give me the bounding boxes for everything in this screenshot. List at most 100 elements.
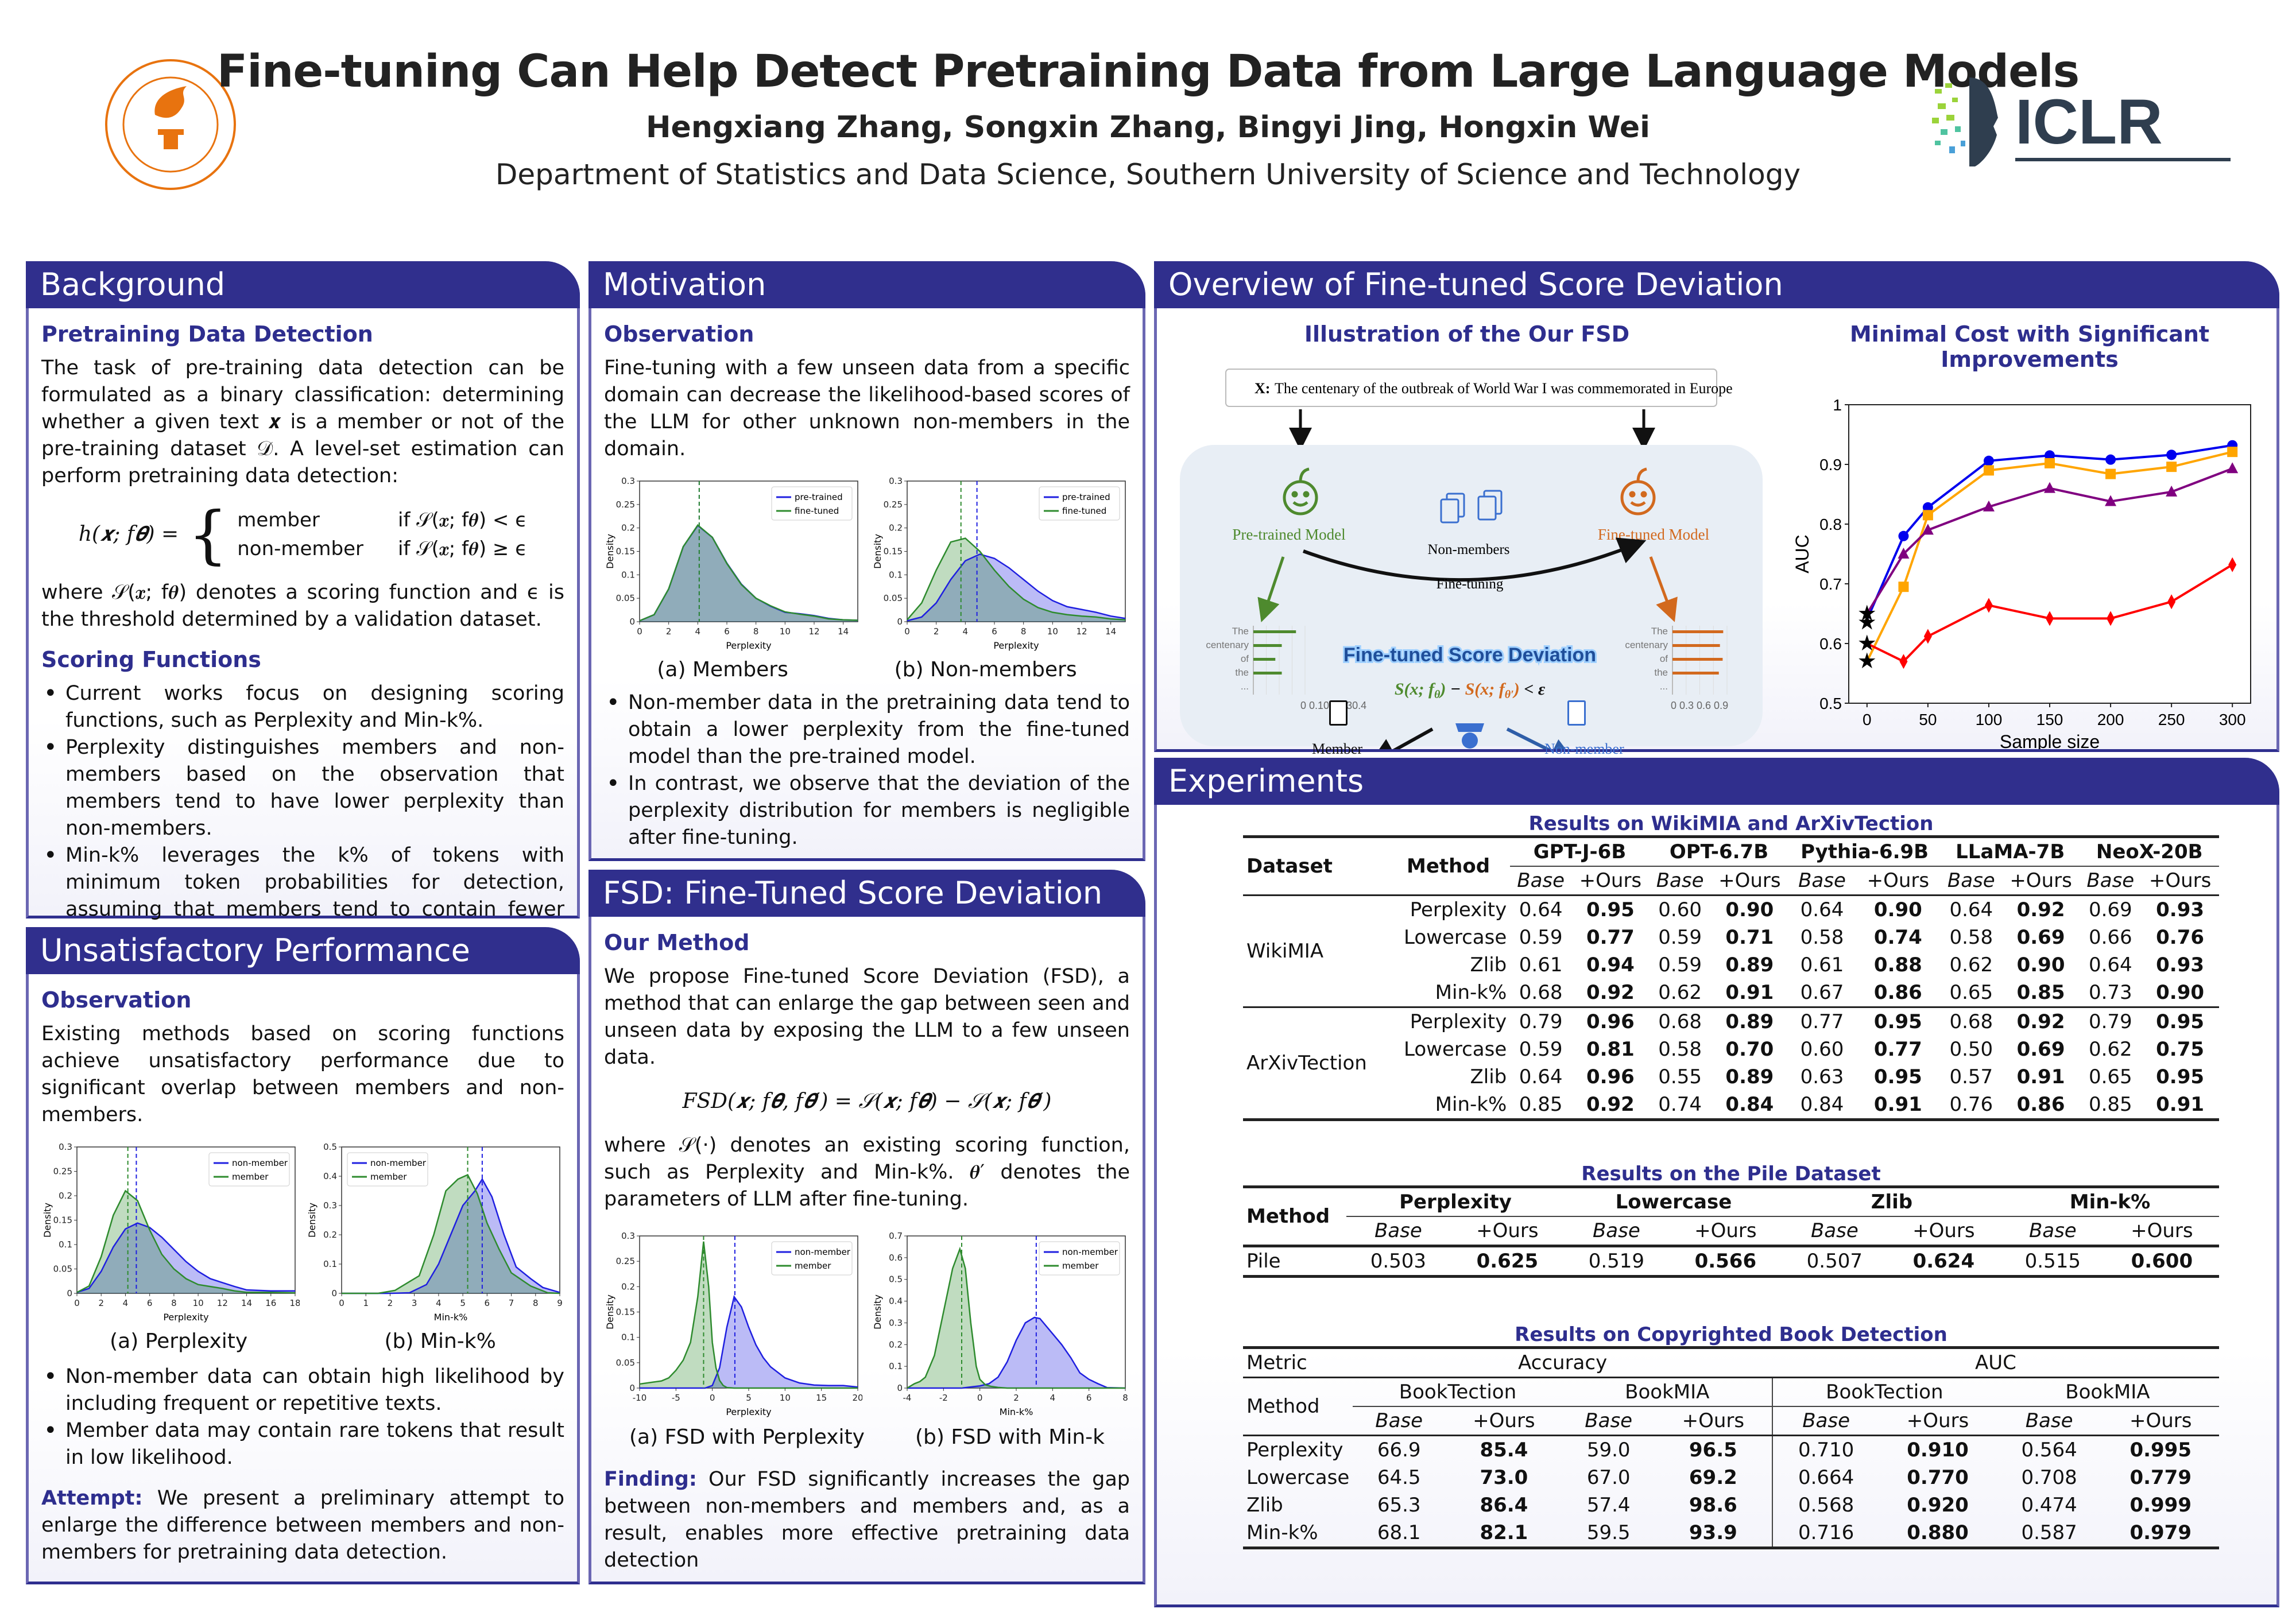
x-tick-label: -10 xyxy=(633,1393,647,1403)
y-tick-label: 0.2 xyxy=(59,1191,72,1201)
value-cell: 0.94 xyxy=(1586,954,1635,976)
density-curve xyxy=(907,553,1126,622)
value-cell: 0.81 xyxy=(1586,1038,1635,1061)
token-label: ... xyxy=(1241,681,1249,692)
x-tick-label: 8 xyxy=(533,1298,539,1308)
y-tick-label: 0 xyxy=(897,617,903,627)
y-axis-label: Density xyxy=(872,534,883,569)
bullet: In contrast, we observe that the deviati… xyxy=(604,770,1130,851)
value-cell: 59.0 xyxy=(1586,1439,1631,1462)
value-cell: 0.708 xyxy=(2021,1466,2077,1489)
value-cell: 0.564 xyxy=(2021,1439,2077,1462)
subheading: Minimal Cost with Significant Improvemen… xyxy=(1849,321,2210,372)
dataset-header: BookTection xyxy=(1772,1377,1996,1407)
table-title: Results on Copyrighted Book Detection xyxy=(1515,1323,1947,1346)
section-title: Overview of Fine-tuned Score Deviation xyxy=(1154,261,2279,308)
base-header: Base xyxy=(2028,1219,2077,1242)
x-tick-label: 12 xyxy=(217,1298,228,1308)
value-cell: 0.57 xyxy=(1949,1065,1993,1088)
value-cell: 64.5 xyxy=(1377,1466,1421,1489)
value-cell: 0.58 xyxy=(1800,926,1844,949)
density-fill xyxy=(640,525,858,622)
value-cell: 0.73 xyxy=(2088,981,2132,1004)
y-tick-label: 0.05 xyxy=(53,1264,72,1274)
ours-header: +Ours xyxy=(2148,869,2212,892)
data-point xyxy=(2046,611,2054,626)
y-tick-label: 0.7 xyxy=(889,1231,903,1241)
table-title: Results on the Pile Dataset xyxy=(1581,1162,1881,1185)
x-tick-label: 0 xyxy=(1863,711,1872,728)
value-cell: 0.64 xyxy=(2088,954,2132,976)
input-label: X: xyxy=(1255,380,1270,397)
y-tick-label: 0.8 xyxy=(1819,516,1842,533)
value-cell: 0.89 xyxy=(1725,1065,1774,1088)
value-cell: 0.910 xyxy=(1907,1439,1969,1462)
x-axis-label: Perplexity xyxy=(163,1312,208,1323)
value-cell: 0.74 xyxy=(1873,926,1922,949)
x-tick-label: 1 xyxy=(363,1298,369,1308)
y-tick-label: 0.5 xyxy=(889,1274,903,1285)
x-tick-label: 10 xyxy=(780,1393,791,1403)
y-tick-label: 0 xyxy=(629,1383,635,1393)
value-cell: 0.66 xyxy=(2088,926,2132,949)
density-plot-fsd-mink: -4 -2 0 2 4 6 8 0 0.1 0.2 0.3 0.4 0.5 0.6 0.7 Min-k% Den… xyxy=(872,1231,1128,1417)
y-tick-label: 0.9 xyxy=(1819,456,1842,474)
value-cell: 0.60 xyxy=(1800,1038,1844,1061)
value-cell: 0.68 xyxy=(1519,981,1563,1004)
base-header: Base xyxy=(1592,1219,1640,1242)
fsd-label: Fine-tuned Score Deviation xyxy=(1343,644,1596,666)
value-cell: 0.779 xyxy=(2129,1466,2192,1489)
motivation-section: Motivation Observation Fine-tuning with … xyxy=(588,261,1145,861)
x-axis-label: Perplexity xyxy=(726,1406,771,1417)
value-cell: 0.68 xyxy=(1658,1010,1702,1033)
x-axis-label: Perplexity xyxy=(726,640,771,651)
finding-text: Our FSD significantly increases the gap … xyxy=(604,1468,1130,1572)
x-tick-label: 4 xyxy=(1050,1393,1056,1403)
subheading: Pretraining Data Detection xyxy=(41,321,373,347)
value-cell: 0.503 xyxy=(1370,1250,1427,1273)
base-header: Base xyxy=(1810,1219,1859,1242)
density-plot-perplexity: 0 2 4 6 8 10 12 14 16 18 0 0.05 0.1 0.15 0.2 0.25 0.3 Per… xyxy=(42,1142,300,1323)
value-cell: 0.93 xyxy=(2156,954,2205,976)
formula-cond2: if 𝒮(𝒙; f𝜽) ≥ ϵ xyxy=(398,537,528,560)
bullet-list: Non-member data in the pretraining data … xyxy=(604,689,1130,851)
y-tick-label: 0 xyxy=(629,617,635,627)
density-plot-members: 0 2 4 6 8 10 12 14 0 0.05 0.1 0.15 0.2 0.25 0.3 Perplex… xyxy=(605,476,858,651)
base-header: Base xyxy=(1585,1409,1633,1432)
value-cell: 0.995 xyxy=(2129,1439,2192,1462)
value-cell: 0.50 xyxy=(1949,1038,1993,1061)
dataset-header: BookTection xyxy=(1353,1377,1563,1407)
value-cell: 66.9 xyxy=(1377,1439,1421,1462)
value-cell: 86.4 xyxy=(1480,1494,1528,1517)
value-cell: 0.566 xyxy=(1694,1250,1757,1273)
legend-label: member xyxy=(1062,1261,1099,1271)
iclr-logo-text: ICLR xyxy=(2015,87,2163,157)
x-tick-label: 0 xyxy=(710,1393,715,1403)
finetuning-label: Fine-tuning xyxy=(1437,576,1504,592)
y-axis-label: Density xyxy=(605,534,615,569)
x-tick-label: -4 xyxy=(903,1393,912,1403)
overview-section: Overview of Fine-tuned Score Deviation I… xyxy=(1154,261,2279,757)
legend-label: pre-trained xyxy=(1062,492,1110,502)
value-cell: 0.59 xyxy=(1658,926,1702,949)
value-cell: 59.5 xyxy=(1586,1521,1631,1544)
nonmember-document-icon xyxy=(1567,700,1586,726)
token-score-bar xyxy=(1672,658,1723,661)
figure-caption: (a) Members xyxy=(657,658,788,681)
value-cell: 0.77 xyxy=(1873,1038,1922,1061)
model-header: LLaMA-7B xyxy=(1940,836,2080,867)
x-tick-label: 0 xyxy=(904,626,910,637)
metric-header: AUC xyxy=(1975,1351,2016,1374)
y-tick-label: 0 xyxy=(67,1288,72,1299)
method-cell: Min-k% xyxy=(1435,1093,1507,1116)
value-cell: 0.96 xyxy=(1586,1065,1635,1088)
paragraph: where 𝒮(𝒙; f𝜽) denotes a scoring functio… xyxy=(41,581,564,631)
density-curve xyxy=(76,1222,295,1293)
table-row: Zlib 0.64 0.96 0.55 0.89 0.63 0.95 0.57 0.91 0.65… xyxy=(1243,1063,2219,1091)
paragraph: Fine-tuning with a few unseen data from … xyxy=(604,356,1130,460)
finetuned-label: Fine-tuned Model xyxy=(1598,526,1709,543)
col-header: Metric xyxy=(1246,1351,1307,1374)
formula: h(𝒙; f𝜽) = { member if 𝒮(𝒙; f𝜽) < ϵ non-… xyxy=(78,498,528,571)
legend-label: non-member xyxy=(370,1158,427,1168)
method-cell: Lowercase xyxy=(1404,926,1507,949)
